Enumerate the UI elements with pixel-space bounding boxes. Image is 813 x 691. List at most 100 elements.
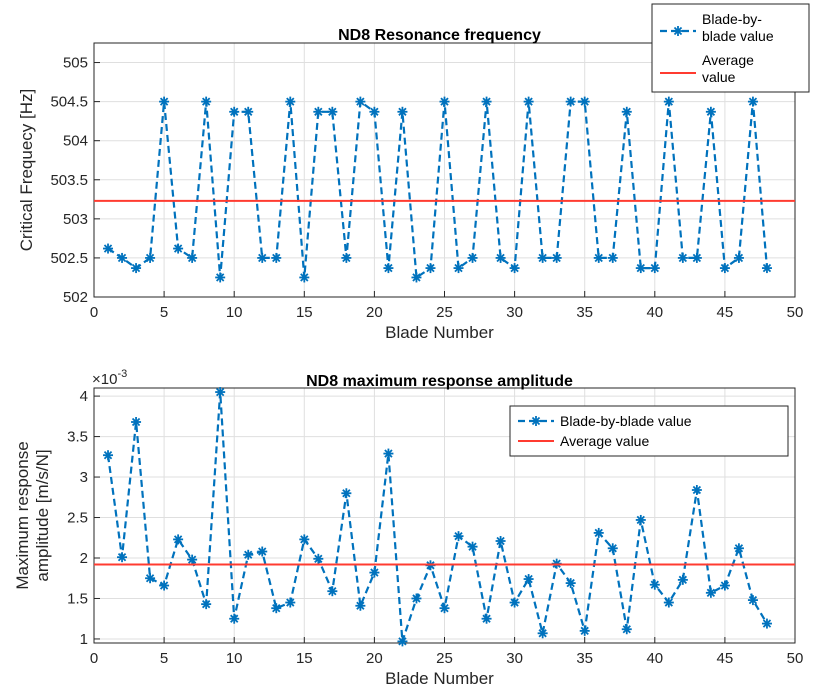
y-tick-label: 503.5	[50, 172, 88, 189]
y-tick-label: 2.5	[67, 510, 88, 527]
legend-label-line: blade value	[702, 28, 774, 44]
blade-point	[103, 243, 114, 254]
y-tick-label: 505	[63, 55, 88, 72]
blade-point	[215, 272, 226, 283]
blade-point	[355, 96, 366, 107]
blade-point	[691, 252, 702, 263]
y-tick-label: 502.5	[50, 250, 88, 267]
y-exponent-label: ×10-3	[92, 368, 127, 388]
legend-box	[651, 3, 810, 93]
blade-point	[761, 263, 772, 274]
x-tick-label: 50	[787, 650, 804, 667]
blade-by-blade-line	[106, 391, 768, 642]
blade-point	[453, 263, 464, 274]
blade-point	[467, 252, 478, 263]
blade-point	[719, 263, 730, 274]
chart-title: ND8 Resonance frequency	[338, 27, 541, 44]
legend-marker-blade	[673, 26, 683, 36]
blade-point	[607, 252, 618, 263]
legend-label-line: Average	[702, 52, 754, 68]
x-tick-label: 40	[646, 650, 663, 667]
blade-point	[117, 552, 128, 563]
x-tick-label: 45	[717, 304, 734, 321]
blade-point	[747, 595, 758, 606]
x-tick-label: 0	[90, 304, 98, 321]
blade-point	[705, 106, 716, 117]
blade-point	[201, 599, 212, 610]
blade-point	[761, 618, 772, 629]
blade-point	[117, 252, 128, 263]
x-tick-label: 25	[436, 304, 453, 321]
blade-point	[187, 554, 198, 565]
blade-point	[299, 272, 310, 283]
blade-point	[621, 624, 632, 635]
x-tick-label: 30	[506, 650, 523, 667]
blade-point	[439, 96, 450, 107]
blade-point	[159, 96, 170, 107]
x-tick-label: 15	[296, 304, 313, 321]
blade-point	[145, 573, 156, 584]
y-tick-label: 504.5	[50, 94, 88, 111]
y-axis-label: Maximum responseamplitude [m/s/N]	[13, 441, 52, 589]
blade-point	[635, 514, 646, 525]
x-tick-label: 10	[226, 304, 243, 321]
blade-point	[691, 485, 702, 495]
blade-point	[271, 603, 282, 614]
blade-point	[411, 272, 422, 283]
y-tick-label: 503	[63, 211, 88, 228]
legend-box	[509, 405, 789, 457]
blade-point	[425, 263, 436, 274]
blade-point	[523, 96, 534, 107]
response-amplitude-chart: 0 5 10 15 20 25 30 35 40 45 50 1 1.5 2 2.5 3 3.5 4 ND8 max…	[13, 368, 803, 688]
x-axis-label: Blade Number	[385, 669, 494, 688]
x-tick-label: 20	[366, 650, 383, 667]
blade-point	[509, 263, 520, 274]
legend: Blade-by-blade value Average value	[509, 405, 789, 457]
blade-point	[733, 252, 744, 263]
x-tick-label: 5	[160, 304, 168, 321]
blade-point	[383, 263, 394, 274]
blade-point	[635, 263, 646, 274]
blade-point	[593, 252, 604, 263]
blade-point	[369, 106, 380, 117]
blade-point	[285, 597, 296, 608]
blade-point	[313, 106, 324, 117]
blade-point	[355, 600, 366, 611]
blade-point	[341, 488, 352, 499]
blade-point	[509, 597, 520, 608]
blade-point	[537, 628, 548, 639]
blade-point	[285, 96, 296, 107]
x-tick-label: 30	[506, 304, 523, 321]
blade-point	[481, 613, 492, 624]
blade-point	[243, 106, 254, 117]
x-axis-label: Blade Number	[385, 323, 494, 342]
blade-point	[481, 96, 492, 107]
blade-point	[173, 534, 184, 545]
legend: Blade-by-blade value Average value	[651, 3, 810, 93]
blade-point	[131, 417, 142, 427]
blade-point	[187, 252, 198, 263]
blade-point	[663, 96, 674, 107]
blade-point	[201, 96, 212, 107]
blade-point	[719, 580, 730, 591]
blade-point	[327, 586, 338, 597]
blade-point	[677, 574, 688, 585]
blade-point	[173, 243, 184, 254]
blade-point	[215, 387, 226, 398]
y-tick-label: 4	[80, 388, 88, 405]
x-tick-label: 35	[576, 650, 593, 667]
y-tick-label: 3.5	[67, 429, 88, 446]
blade-point	[313, 553, 324, 564]
blade-point	[327, 106, 338, 117]
exponent-base: ×10	[92, 371, 117, 388]
blade-point	[677, 252, 688, 263]
y-axis-label-line: Maximum response	[13, 441, 32, 589]
blade-point	[621, 106, 632, 117]
y-tick-label: 2	[80, 550, 88, 567]
blade-point	[411, 593, 422, 604]
blade-point	[607, 543, 618, 554]
blade-point	[663, 597, 674, 608]
resonance-frequency-chart: 0 5 10 15 20 25 30 35 40 45 50 502 502.5 503 503.5 504 5…	[17, 3, 810, 342]
blade-point	[551, 252, 562, 263]
